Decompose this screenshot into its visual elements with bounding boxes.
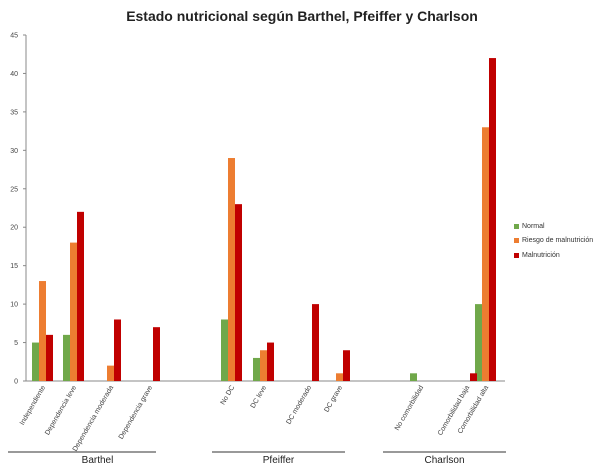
- chart-title: Estado nutricional según Barthel, Pfeiff…: [126, 8, 478, 24]
- legend-swatch-malnutricion: [514, 252, 519, 258]
- y-tick-label: 20: [10, 225, 18, 232]
- axes: 051015202530354045IndependienteDependenc…: [10, 33, 505, 453]
- bar-riesgo-de-malnutrici-n-10: [482, 127, 489, 382]
- x-tick-label: Dependencia leve: [44, 384, 78, 436]
- y-tick-label: 25: [10, 186, 18, 193]
- bars: [32, 58, 496, 382]
- legend-item-malnutricion: Malnutrición: [514, 248, 593, 262]
- legend-swatch-normal: [514, 223, 519, 229]
- bar-normal-10: [475, 304, 482, 381]
- legend-item-riesgo: Riesgo de malnutrición: [514, 234, 593, 248]
- bar-malnutrici-n-3: [153, 327, 160, 381]
- y-tick-label: 30: [10, 148, 18, 155]
- y-tick-label: 40: [10, 71, 18, 78]
- legend-item-normal: Normal: [514, 219, 593, 233]
- bar-normal-5: [253, 357, 260, 381]
- group-label-pfeiffer: Pfeiffer: [262, 455, 295, 466]
- x-tick-label: Independiente: [19, 384, 47, 426]
- bar-malnutrici-n-1: [77, 211, 84, 381]
- x-tick-label: DC moderado: [285, 384, 313, 425]
- y-tick-label: 10: [10, 302, 18, 309]
- bar-malnutrici-n-0: [46, 334, 53, 381]
- bar-malnutrici-n-6: [312, 304, 319, 381]
- x-tick-label: No DC: [220, 385, 237, 407]
- legend-label-malnutricion: Malnutrición: [522, 251, 560, 259]
- bar-riesgo-de-malnutrici-n-7: [336, 373, 343, 381]
- legend-label-normal: Normal: [522, 222, 545, 230]
- group-label-charlson: Charlson: [424, 455, 465, 466]
- y-tick-label: 5: [14, 340, 18, 347]
- bar-riesgo-de-malnutrici-n-4: [228, 158, 235, 381]
- legend: Normal Riesgo de malnutrición Malnutrici…: [514, 219, 593, 263]
- bar-malnutrici-n-9: [470, 373, 477, 381]
- y-tick-label: 35: [10, 109, 18, 116]
- bar-normal-4: [221, 319, 228, 381]
- bar-riesgo-de-malnutrici-n-2: [107, 365, 114, 381]
- x-tick-label: DC grave: [323, 384, 344, 413]
- x-tick-label: Dependencia grave: [118, 384, 154, 440]
- x-tick-label: DC leve: [250, 384, 269, 409]
- y-tick-label: 0: [14, 379, 18, 386]
- bar-riesgo-de-malnutrici-n-5: [260, 350, 267, 381]
- x-tick-label: No comorbilidad: [394, 384, 425, 431]
- group-label-barthel: Barthel: [81, 455, 114, 466]
- bar-malnutrici-n-10: [489, 58, 496, 382]
- legend-label-riesgo: Riesgo de malnutrición: [522, 237, 594, 244]
- y-tick-label: 15: [10, 263, 18, 270]
- bar-riesgo-de-malnutrici-n-1: [70, 242, 77, 381]
- y-tick-label: 45: [10, 33, 18, 40]
- bar-malnutrici-n-4: [235, 204, 242, 381]
- bar-malnutrici-n-5: [267, 342, 274, 381]
- x-tick-label: Dependencia moderada: [72, 384, 115, 452]
- bar-normal-1: [63, 334, 70, 381]
- bar-malnutrici-n-2: [114, 319, 121, 381]
- legend-swatch-riesgo: [514, 238, 519, 243]
- bar-malnutrici-n-7: [343, 350, 350, 381]
- bar-normal-0: [32, 342, 39, 381]
- bar-normal-8: [410, 373, 417, 381]
- bar-riesgo-de-malnutrici-n-0: [39, 281, 46, 381]
